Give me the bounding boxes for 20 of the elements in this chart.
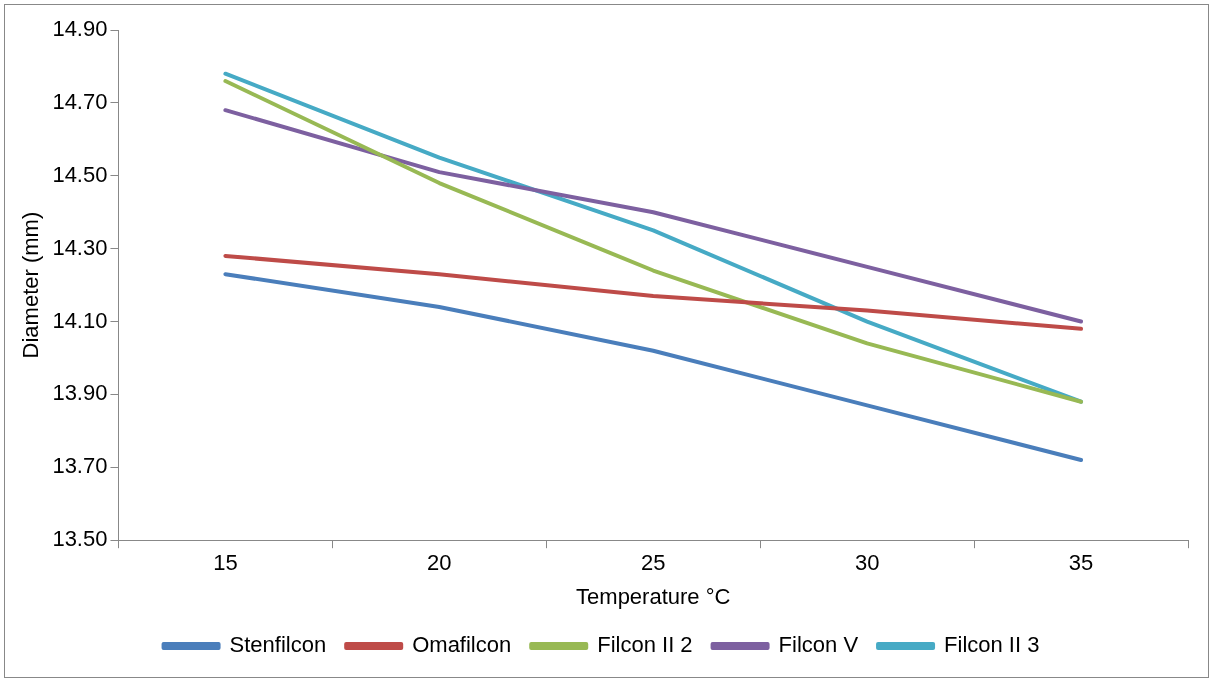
y-tick-label: 13.90	[52, 380, 108, 406]
y-tick-label: 14.10	[52, 307, 108, 333]
legend-label: Filcon II 2	[597, 632, 693, 658]
x-tick-label: 35	[1068, 550, 1094, 576]
y-tick-label: 14.90	[52, 16, 108, 42]
legend-label: Omafilcon	[412, 632, 512, 658]
legend-label: Filcon II 3	[944, 632, 1040, 658]
y-tick-label: 14.50	[52, 161, 108, 187]
y-tick-label: 14.30	[52, 234, 108, 260]
y-tick-label: 13.70	[52, 453, 108, 479]
x-tick-label: 25	[640, 550, 666, 576]
x-tick-label: 20	[427, 550, 452, 576]
y-tick-label: 13.50	[52, 526, 108, 552]
legend-label: Filcon V	[778, 632, 859, 658]
legend-label: Stenfilcon	[229, 632, 327, 658]
x-tick-label: 15	[213, 550, 238, 576]
y-tick-label: 14.70	[52, 88, 108, 114]
x-tick-label: 30	[854, 550, 880, 576]
y-axis-title: Diameter (mm)	[18, 211, 44, 359]
x-axis-title: Temperature °C	[576, 583, 731, 609]
